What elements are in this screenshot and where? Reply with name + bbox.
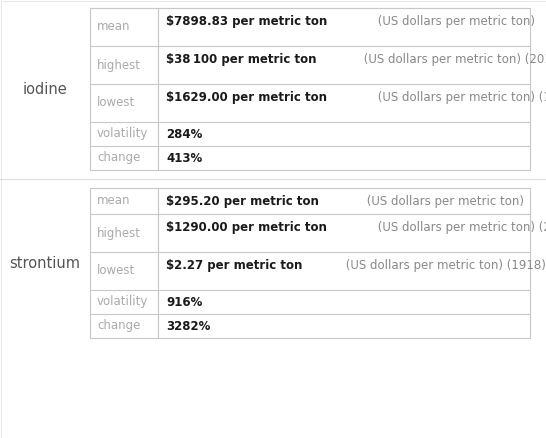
Text: (US dollars per metric ton) (1918): (US dollars per metric ton) (1918) xyxy=(342,259,546,272)
Text: $2.27 per metric ton: $2.27 per metric ton xyxy=(166,259,302,272)
Text: $1629.00 per metric ton: $1629.00 per metric ton xyxy=(166,91,327,104)
Text: iodine: iodine xyxy=(22,81,67,96)
Text: mean: mean xyxy=(97,194,130,208)
Bar xyxy=(90,8,530,170)
Text: highest: highest xyxy=(97,226,141,240)
Bar xyxy=(90,188,530,338)
Text: lowest: lowest xyxy=(97,265,135,278)
Text: strontium: strontium xyxy=(9,255,80,271)
Text: change: change xyxy=(97,152,140,165)
Text: lowest: lowest xyxy=(97,96,135,110)
Text: $38 100 per metric ton: $38 100 per metric ton xyxy=(166,53,317,66)
Text: volatility: volatility xyxy=(97,296,149,308)
Text: 284%: 284% xyxy=(166,127,203,141)
Text: volatility: volatility xyxy=(97,127,149,141)
Text: $7898.83 per metric ton: $7898.83 per metric ton xyxy=(166,15,327,28)
Text: highest: highest xyxy=(97,59,141,71)
Text: $1290.00 per metric ton: $1290.00 per metric ton xyxy=(166,221,327,234)
Text: $295.20 per metric ton: $295.20 per metric ton xyxy=(166,194,319,208)
Text: 413%: 413% xyxy=(166,152,202,165)
Text: change: change xyxy=(97,319,140,332)
Text: mean: mean xyxy=(97,21,130,33)
Text: 3282%: 3282% xyxy=(166,319,210,332)
Text: (US dollars per metric ton): (US dollars per metric ton) xyxy=(374,15,535,28)
Text: (US dollars per metric ton): (US dollars per metric ton) xyxy=(363,194,524,208)
Text: (US dollars per metric ton) (1959): (US dollars per metric ton) (1959) xyxy=(374,91,546,104)
Text: 916%: 916% xyxy=(166,296,203,308)
Text: (US dollars per metric ton) (2010): (US dollars per metric ton) (2010) xyxy=(373,221,546,234)
Text: (US dollars per metric ton) (2011): (US dollars per metric ton) (2011) xyxy=(360,53,546,66)
